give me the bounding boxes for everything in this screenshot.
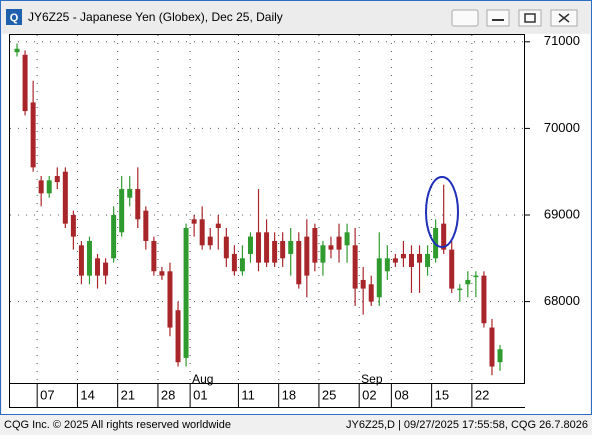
x-tick-label: 01 bbox=[193, 387, 207, 402]
x-tick-label: 18 bbox=[282, 387, 296, 402]
candle-body bbox=[328, 245, 334, 250]
candle-body bbox=[449, 249, 455, 289]
candle-body bbox=[247, 236, 253, 254]
y-tick-label: 71000 bbox=[544, 33, 580, 48]
candle-body bbox=[352, 245, 358, 289]
month-label: Sep bbox=[361, 372, 383, 386]
candle-body bbox=[14, 48, 20, 53]
candle-body bbox=[457, 288, 463, 291]
x-tick-label: 08 bbox=[394, 387, 408, 402]
footer-right: JY6Z25,D | 09/27/2025 17:55:58, CQG 26.7… bbox=[346, 419, 588, 431]
link-button[interactable] bbox=[451, 9, 479, 27]
candle-body bbox=[70, 214, 76, 237]
month-label: Aug bbox=[192, 372, 213, 386]
candle-body bbox=[376, 258, 382, 298]
candle-body bbox=[304, 236, 310, 276]
x-tick-label: 14 bbox=[80, 387, 94, 402]
candle-body bbox=[127, 189, 133, 198]
candle-body bbox=[497, 349, 503, 363]
y-tick-label: 69000 bbox=[544, 206, 580, 221]
candle-body bbox=[199, 219, 205, 246]
candle-body bbox=[441, 223, 447, 250]
x-tick-label: 07 bbox=[40, 387, 54, 402]
candle-body bbox=[62, 171, 68, 224]
maximize-icon bbox=[524, 13, 536, 23]
plot-border bbox=[9, 34, 525, 384]
candle-body bbox=[481, 275, 487, 324]
candle-body bbox=[143, 210, 149, 241]
candle-body bbox=[465, 279, 471, 285]
x-tick-label: 11 bbox=[241, 387, 255, 402]
candle-body bbox=[239, 258, 245, 272]
window-title: JY6Z25 - Japanese Yen (Globex), Dec 25, … bbox=[28, 10, 283, 24]
close-icon bbox=[558, 13, 570, 23]
candle-body bbox=[183, 227, 189, 358]
x-tick-label: 28 bbox=[161, 387, 175, 402]
candle-body bbox=[392, 258, 398, 263]
candle-body bbox=[473, 275, 479, 278]
candle-body bbox=[336, 236, 342, 250]
x-tick-label: 25 bbox=[322, 387, 336, 402]
minimize-button[interactable] bbox=[486, 9, 510, 27]
candle-body bbox=[95, 258, 101, 276]
candle-body bbox=[159, 271, 165, 276]
candle-body bbox=[272, 240, 278, 263]
candle-body bbox=[30, 102, 36, 168]
candle-body bbox=[175, 310, 181, 363]
candle-body bbox=[400, 253, 406, 259]
candle-body bbox=[360, 279, 366, 289]
x-tick-label: 22 bbox=[475, 387, 489, 402]
candle-body bbox=[384, 258, 390, 272]
candle-body bbox=[425, 253, 431, 267]
candle-body bbox=[231, 253, 237, 272]
candle-body bbox=[111, 214, 117, 259]
maximize-button[interactable] bbox=[518, 9, 542, 27]
candle-body bbox=[103, 262, 109, 276]
candle-body bbox=[167, 271, 173, 328]
candle-body bbox=[86, 240, 92, 276]
candle-body bbox=[280, 240, 286, 259]
candle-body bbox=[119, 189, 125, 233]
candle-body bbox=[46, 180, 52, 194]
candle-body bbox=[135, 189, 141, 220]
candle-body bbox=[368, 284, 374, 302]
candle-body bbox=[191, 219, 197, 224]
candle-body bbox=[22, 54, 28, 112]
candle-body bbox=[344, 232, 350, 246]
x-tick-label: 02 bbox=[362, 387, 376, 402]
candle-body bbox=[408, 253, 414, 267]
highlight-ellipse bbox=[425, 176, 459, 248]
candle-body bbox=[151, 240, 157, 272]
candle-body bbox=[312, 227, 318, 263]
candle-body bbox=[256, 232, 262, 263]
candle-body bbox=[54, 176, 60, 183]
candle-body bbox=[264, 232, 270, 263]
candle-body bbox=[288, 240, 294, 254]
candle-body bbox=[223, 236, 229, 259]
candle-body bbox=[78, 245, 84, 276]
candle-body bbox=[207, 236, 213, 246]
y-tick-label: 70000 bbox=[544, 120, 580, 135]
candle-body bbox=[215, 223, 221, 228]
x-tick-label: 21 bbox=[121, 387, 135, 402]
candle-body bbox=[417, 253, 423, 263]
candle-body bbox=[38, 180, 44, 194]
x-tick-label: 15 bbox=[435, 387, 449, 402]
candle-body bbox=[320, 245, 326, 263]
footer-left: CQG Inc. © 2025 All rights reserved worl… bbox=[4, 419, 231, 431]
app-icon bbox=[6, 9, 22, 25]
candle-body bbox=[489, 327, 495, 367]
candle-body bbox=[296, 240, 302, 285]
y-tick-label: 68000 bbox=[544, 293, 580, 308]
app-icon-glyph: Q bbox=[10, 12, 19, 24]
